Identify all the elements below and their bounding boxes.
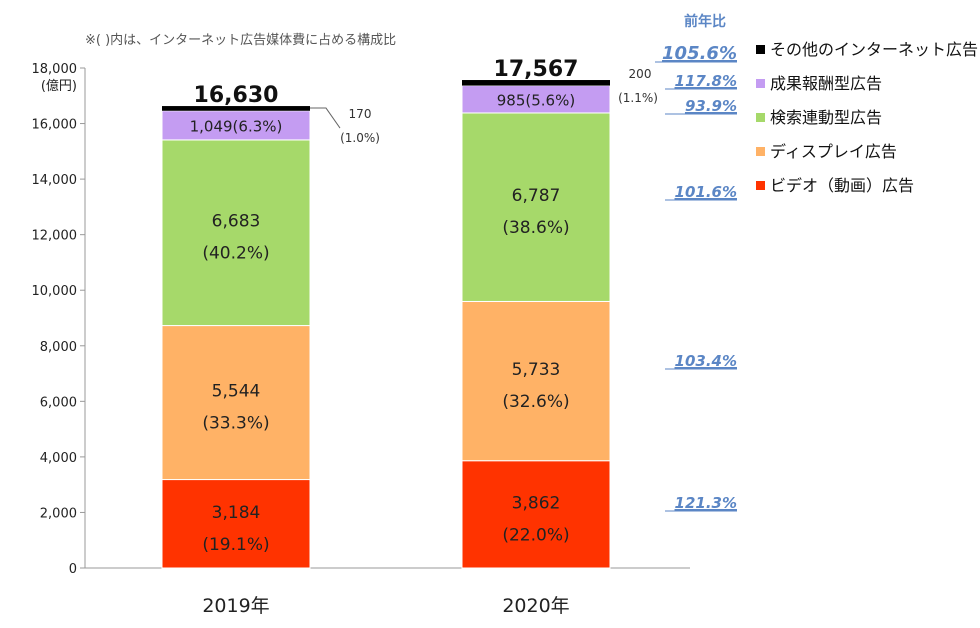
y-tick-label: 18,000 [32,62,78,77]
segment-share-label: (19.1%) [202,535,269,555]
bar-total-label: 17,567 [494,57,579,82]
bar-segment-affiliate [461,85,611,114]
legend-label-other: その他のインターネット広告 [770,40,978,59]
other-share-label: (1.0%) [340,131,380,145]
y-tick-label: 14,000 [32,173,78,188]
x-category-label: 2019年 [202,595,269,617]
chart-note: ※( )内は、インターネット広告媒体費に占める構成比 [85,32,396,48]
bar-segment-video [161,479,311,569]
y-tick-label: 4,000 [40,451,77,466]
legend-swatch-search [756,113,765,122]
legend: その他のインターネット広告成果報酬型広告検索連動型広告ディスプレイ広告ビデオ（動… [756,40,978,195]
y-tick-label: 2,000 [40,506,77,521]
other-value-label: 170 [349,107,372,121]
bar-segment-display [161,325,311,481]
yoy-other: 117.8% [675,72,737,90]
segment-value-label: 3,862 [512,493,561,513]
segment-value-label: 6,787 [512,186,561,206]
segment-value-label: 1,049(6.3%) [190,117,283,135]
yoy-display: 103.4% [675,352,737,370]
y-tick-label: 16,000 [32,118,78,133]
yoy-search: 101.6% [675,183,737,201]
y-tick-label: 10,000 [32,284,78,299]
legend-label-video: ビデオ（動画）広告 [770,176,914,195]
legend-swatch-display [756,147,765,156]
bar-segment-search [161,139,311,327]
bars-group [161,80,611,569]
legend-label-display: ディスプレイ広告 [770,142,897,161]
yoy-header: 前年比 [684,13,726,30]
legend-swatch-video [756,181,765,190]
bar-total-label: 16,630 [194,83,279,108]
segment-share-label: (38.6%) [502,218,569,238]
bar-segment-other [162,106,310,111]
other-share-label: (1.1%) [618,91,658,105]
yoy-video: 121.3% [675,494,737,512]
bar-segment-search [461,112,611,302]
yoy-total: 105.6% [662,43,737,64]
bar-segment-video [461,460,611,569]
y-tick-label: 6,000 [40,395,77,410]
legend-label-affiliate: 成果報酬型広告 [770,74,882,93]
legend-label-search: 検索連動型広告 [770,108,882,127]
segment-share-label: (22.0%) [502,525,569,545]
segment-share-label: (33.3%) [202,414,269,434]
x-category-label: 2020年 [502,595,569,617]
segment-share-label: (40.2%) [202,244,269,264]
other-callout-line [310,107,341,129]
bar-labels-group: 3,184 (19.1%) 5,544 (33.3%) 6,683 (40.2%) 1,04… [190,57,658,617]
segment-value-label: 3,184 [212,503,261,523]
yoy-affiliate: 93.9% [685,97,737,115]
segment-value-label: 985(5.6%) [497,91,575,109]
y-axis-unit: (億円) [41,78,77,94]
segment-value-label: 5,733 [512,360,561,380]
y-axis: 0 2,000 4,000 6,000 8,000 10,000 12,000 14,000 1… [32,62,690,577]
y-tick-label: 0 [69,562,77,577]
legend-swatch-affiliate [756,79,765,88]
segment-value-label: 6,683 [212,212,261,232]
legend-swatch-other [756,45,765,54]
y-tick-label: 12,000 [32,229,78,244]
other-value-label: 200 [629,67,652,81]
yoy-column: 105.6% 117.8% 93.9% 101.6% 103.4% 121.3% [655,43,737,512]
y-tick-label: 8,000 [40,340,77,355]
bar-segment-other [462,80,610,86]
segment-value-label: 5,544 [212,382,261,402]
segment-share-label: (32.6%) [502,392,569,412]
bar-segment-display [461,300,611,462]
